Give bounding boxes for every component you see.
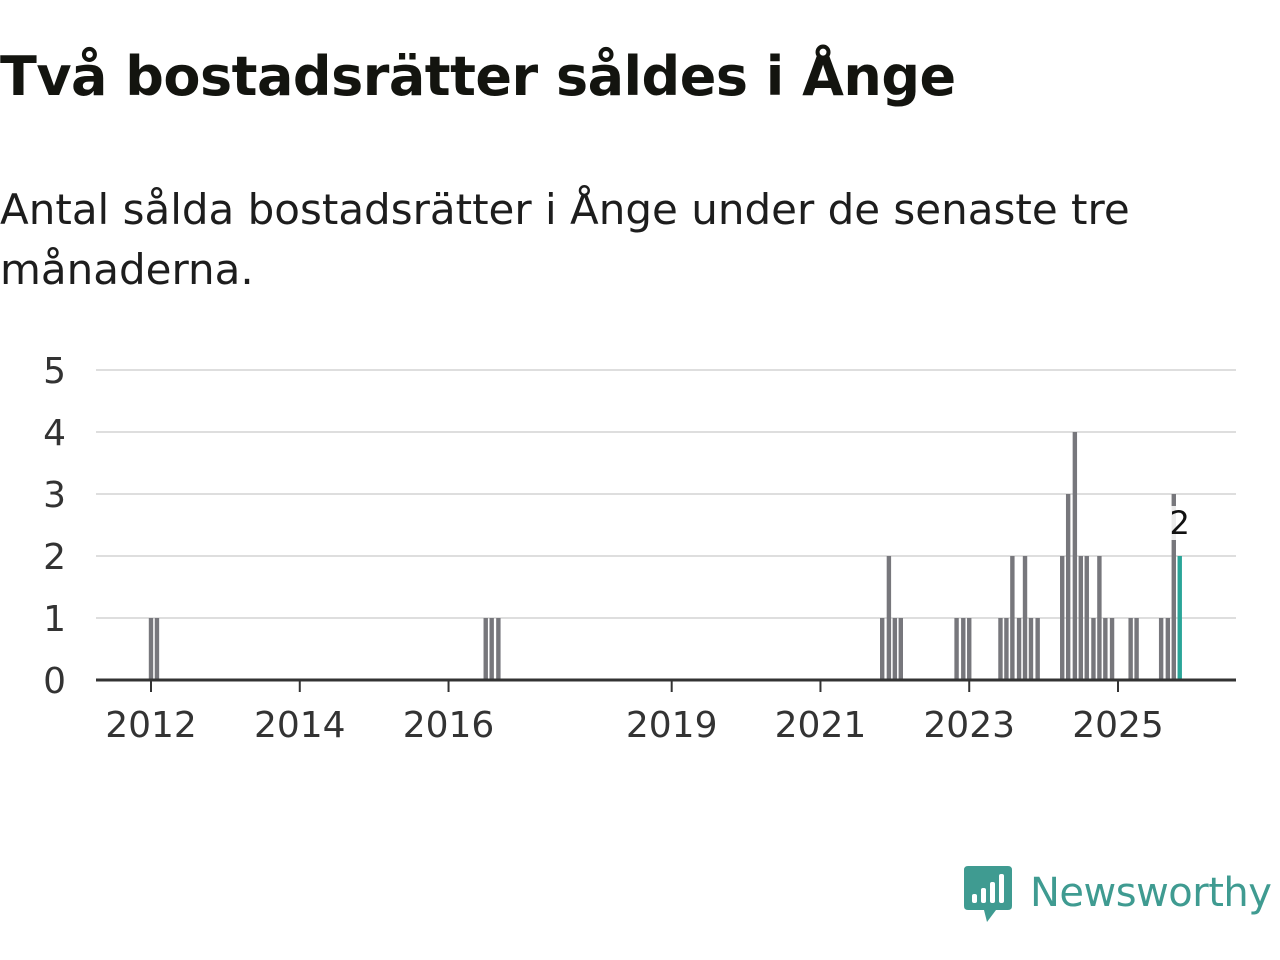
y-tick-label-1: 1 [43, 599, 66, 640]
bar-32 [1171, 494, 1176, 680]
x-tick-label-2012: 2012 [105, 705, 197, 746]
bar-5 [880, 618, 885, 680]
bar-10 [961, 618, 966, 680]
bar-2 [483, 618, 488, 680]
annotations: 2 [1165, 504, 1194, 542]
annotation-bg [1165, 506, 1194, 540]
bars [148, 432, 1182, 680]
x-tick-label-2021: 2021 [775, 705, 867, 746]
bar-9 [954, 618, 959, 680]
x-tick-label-2014: 2014 [254, 705, 346, 746]
bar-29 [1134, 618, 1139, 680]
annotation-label: 2 [1170, 504, 1190, 542]
bar-24 [1091, 618, 1096, 680]
bar-0 [148, 618, 154, 680]
bar-31 [1165, 618, 1171, 680]
bar-17 [1028, 618, 1034, 680]
bar-19 [1060, 556, 1065, 680]
bar-20 [1065, 494, 1071, 680]
bar-15 [1016, 618, 1022, 680]
bar-1 [154, 618, 160, 680]
newsworthy-logo-text: Newsworthy [1030, 870, 1272, 916]
y-tick-label-5: 5 [43, 351, 66, 392]
newsworthy-logo: Newsworthy [962, 862, 1272, 924]
bar-25 [1097, 556, 1102, 680]
y-tick-label-3: 3 [43, 475, 66, 516]
chart-title: Två bostadsrätter såldes i Ånge [0, 45, 956, 108]
bar-21 [1072, 432, 1078, 680]
bar-28 [1128, 618, 1133, 680]
bar-22 [1078, 556, 1084, 680]
bar-30 [1158, 618, 1164, 680]
x-tick-label-2023: 2023 [923, 705, 1015, 746]
chart-subtitle: Antal sålda bostadsrätter i Ånge under d… [0, 185, 1130, 294]
bar-27 [1109, 618, 1115, 680]
bar-6 [886, 556, 892, 680]
bar-26 [1103, 618, 1108, 680]
bar-23 [1084, 556, 1089, 680]
bar-33 [1177, 556, 1182, 680]
bar-18 [1035, 618, 1040, 680]
y-tick-label-4: 4 [43, 413, 66, 454]
y-axis: 0 1 2 3 4 5 [43, 351, 66, 702]
bar-14 [1010, 556, 1015, 680]
bar-chart: 0 1 2 3 4 5 2012 2014 2016 2019 2021 2023 2025 2 [43, 351, 1236, 746]
y-tick-label-0: 0 [43, 661, 66, 702]
gridlines [96, 369, 1236, 619]
bar-11 [967, 618, 972, 680]
x-tick-label-2016: 2016 [403, 705, 495, 746]
y-tick-label-2: 2 [43, 537, 66, 578]
bar-12 [998, 618, 1003, 680]
bar-4 [496, 618, 501, 680]
x-axis: 2012 2014 2016 2019 2021 2023 2025 [105, 680, 1164, 746]
bar-13 [1004, 618, 1009, 680]
bar-8 [898, 618, 903, 680]
bar-7 [892, 618, 898, 680]
x-tick-label-2025: 2025 [1072, 705, 1164, 746]
bar-16 [1022, 556, 1028, 680]
newsworthy-logo-icon [964, 866, 1012, 922]
bar-3 [489, 618, 494, 680]
x-tick-label-2019: 2019 [626, 705, 718, 746]
